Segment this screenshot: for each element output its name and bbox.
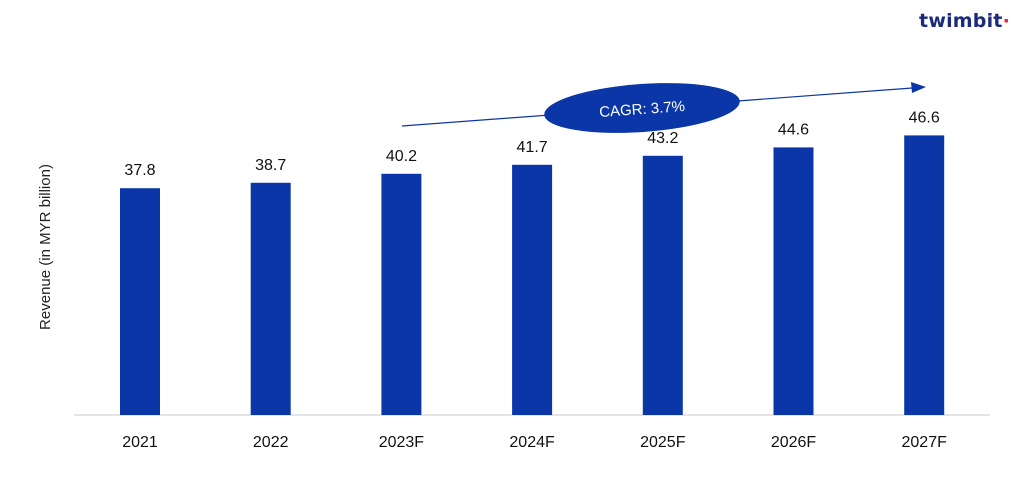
x-tick-label-2025F: 2025F [640,434,686,451]
bar-2024F [512,164,553,415]
cagr-ellipse [544,83,740,133]
cagr-arrow-head [911,82,926,93]
bar-2023F [381,173,422,415]
brand-name: twimbit [919,10,1003,32]
bar-2027F [904,135,945,415]
brand-logo: twimbit· [919,10,1010,32]
bar-2025F [642,155,683,416]
x-tick-label-2024F: 2024F [509,434,555,451]
brand-accent-dot: · [1002,10,1010,32]
value-label-2025F: 43.2 [647,130,678,147]
x-tick-label-2021: 2021 [122,434,158,451]
x-tick-label-2027F: 2027F [902,434,948,451]
value-label-2027F: 46.6 [909,109,940,126]
value-label-2023F: 40.2 [386,148,417,165]
value-label-2026F: 44.6 [778,121,809,138]
value-label-2021: 37.8 [124,162,155,179]
x-tick-label-2023F: 2023F [379,434,425,451]
cagr-annotation: CAGR: 3.7% [401,82,926,133]
x-tick-label-2026F: 2026F [771,434,817,451]
y-axis-label: Revenue (in MYR billion) [37,164,54,330]
bar-2026F [773,147,814,415]
bar-2021 [120,188,160,415]
cagr-label: CAGR: 3.7% [599,98,686,121]
bar-2022 [250,182,291,415]
value-label-2022: 38.7 [255,157,286,174]
x-tick-label-2022: 2022 [253,434,289,451]
bars-group: 37.8 2021 38.7 2022 40.2 2023F 41.7 2024F 43.2 20… [120,109,947,451]
value-label-2024F: 41.7 [517,139,548,156]
